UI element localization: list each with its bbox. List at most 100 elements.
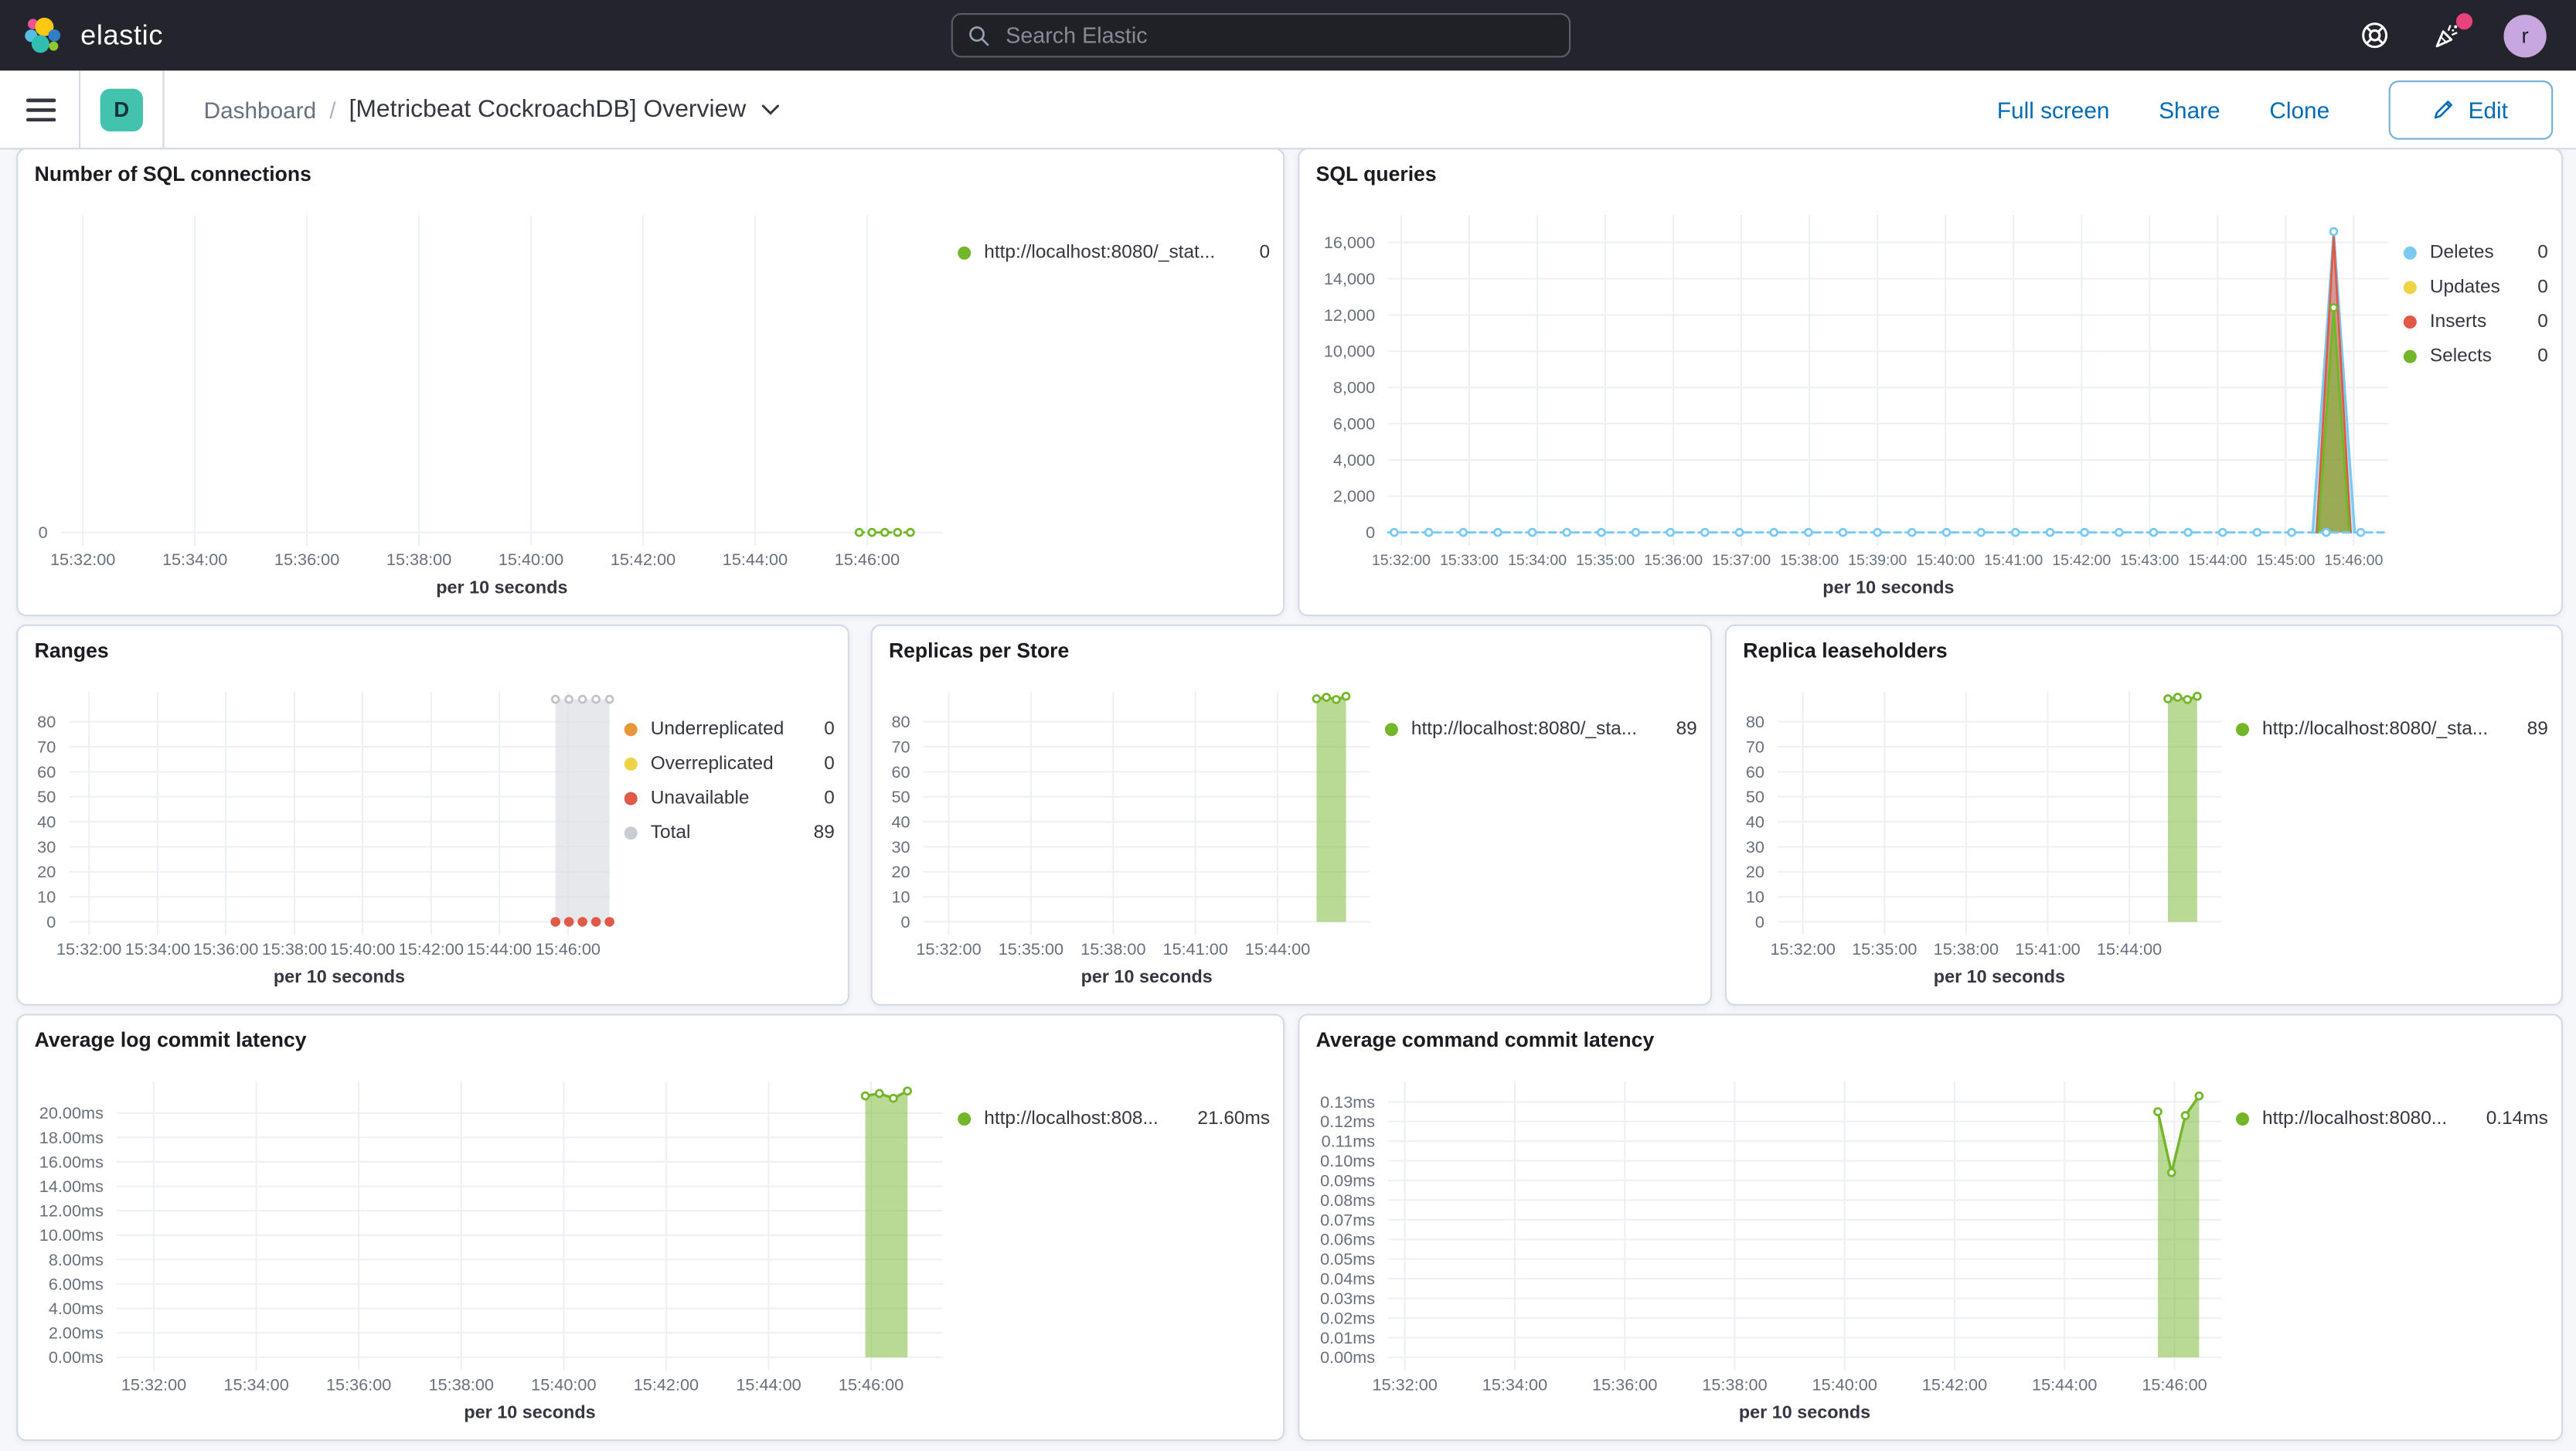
series-marker: [1322, 693, 1331, 702]
series-marker: [1907, 527, 1917, 537]
series-marker: [591, 694, 601, 704]
chart-canvas[interactable]: 015:32:00 15:34:00 15:36:00 15:38:00 15:40:0…: [31, 192, 958, 605]
x-tick-label: 15:42:00: [1922, 1374, 1987, 1394]
x-tick-label: 15:45:00: [2256, 552, 2315, 569]
series-area: [1316, 696, 1346, 922]
search-input[interactable]: [1002, 21, 1555, 49]
y-tick-label: 0.11ms: [1322, 1132, 1376, 1151]
legend-item[interactable]: Underreplicated 0: [624, 711, 835, 746]
x-tick-label: 15:44:00: [723, 550, 788, 569]
legend-label: http://localhost:8080/_stat...: [984, 242, 1216, 263]
legend-value: 0.14ms: [2486, 1108, 2548, 1129]
panel-avg-command-commit-latency: Average command commit latency 0.00ms 0.0…: [1298, 1013, 2563, 1442]
legend-value: 21.60ms: [1197, 1108, 1271, 1129]
series-marker: [1873, 527, 1883, 537]
legend-item[interactable]: http://localhost:8080... 0.14ms: [2235, 1101, 2548, 1136]
legend-item[interactable]: Unavailable 0: [624, 781, 835, 816]
breadcrumb-dashboard[interactable]: Dashboard: [203, 96, 317, 123]
legend-swatch: [624, 756, 638, 770]
x-tick-label: 15:37:00: [1712, 552, 1771, 569]
legend-swatch: [624, 826, 638, 840]
legend-swatch: [958, 245, 972, 259]
elastic-logo[interactable]: elastic: [23, 14, 163, 56]
legend-swatch: [2235, 1111, 2250, 1126]
series-marker: [1700, 527, 1710, 537]
legend-swatch: [2235, 722, 2250, 736]
y-tick-label: 60: [37, 762, 56, 782]
y-tick-label: 20: [37, 862, 56, 881]
legend-item[interactable]: http://localhost:8080/_sta... 89: [1384, 711, 1697, 746]
x-tick-label: 15:46:00: [839, 1374, 903, 1394]
y-tick-label: 0.08ms: [1320, 1190, 1375, 1210]
x-tick-label: 15:40:00: [1812, 1374, 1877, 1394]
global-search[interactable]: [951, 13, 1571, 58]
chart-canvas[interactable]: 0 10 20 30 40 50 60 70 80 15:32:00 15:35:00 15:38:0…: [1740, 669, 2236, 994]
legend-label: Unavailable: [650, 788, 750, 808]
x-tick-label: 15:32:00: [1372, 552, 1431, 569]
x-tick-label: 15:33:00: [1440, 552, 1499, 569]
series-marker: [1769, 527, 1779, 537]
y-tick-label: 0.04ms: [1320, 1269, 1375, 1289]
legend-item[interactable]: http://localhost:808... 21.60ms: [958, 1101, 1270, 1136]
series-marker: [2356, 527, 2366, 537]
y-tick-label: 0.00ms: [49, 1347, 104, 1367]
chart-legend: http://localhost:8080/_sta... 89: [1384, 669, 1697, 994]
x-tick-label: 15:41:00: [1984, 552, 2043, 569]
x-tick-label: 15:40:00: [531, 1374, 596, 1394]
chart-canvas[interactable]: 0 10 20 30 40 50 60 70 80 15:32:00 15:34:00 15:36:0…: [31, 669, 624, 994]
x-tick-label: 15:32:00: [916, 939, 981, 959]
chart-canvas[interactable]: 0.00ms0.01ms0.02ms0.03ms0.04ms0.05ms0.06…: [1312, 1058, 2236, 1429]
panel-title: Replica leaseholders: [1743, 639, 1948, 662]
x-tick-label: 15:34:00: [223, 1374, 288, 1394]
legend-item[interactable]: Total 89: [624, 815, 835, 850]
legend-item[interactable]: Inserts 0: [2403, 304, 2548, 339]
y-tick-label: 20: [1746, 862, 1764, 881]
y-tick-label: 10: [1746, 887, 1764, 907]
help-button[interactable]: [2359, 19, 2392, 52]
clone-link[interactable]: Clone: [2269, 96, 2330, 123]
series-marker: [604, 917, 614, 927]
x-tick-label: 15:34:00: [1482, 1374, 1547, 1394]
y-tick-label: 0.00ms: [1320, 1347, 1375, 1367]
legend-label: Inserts: [2429, 311, 2487, 332]
legend-value: 89: [1676, 718, 1697, 739]
dashboard-badge[interactable]: D: [100, 87, 143, 131]
user-avatar[interactable]: r: [2503, 14, 2547, 57]
y-tick-label: 50: [891, 787, 910, 806]
chart-legend: http://localhost:8080... 0.14ms: [2235, 1058, 2548, 1429]
chart-canvas[interactable]: 0 10 20 30 40 50 60 70 80 15:32:00 15:35:00 15:38:0…: [886, 669, 1385, 994]
y-tick-label: 16.00ms: [39, 1152, 104, 1171]
series-marker: [867, 527, 877, 537]
legend-item[interactable]: Updates 0: [2403, 270, 2548, 305]
x-tick-label: 15:36:00: [1592, 1374, 1657, 1394]
full-screen-link[interactable]: Full screen: [1996, 96, 2110, 123]
y-tick-label: 0.02ms: [1320, 1308, 1375, 1327]
menu-button[interactable]: [23, 94, 60, 124]
elastic-logo-icon: [25, 16, 61, 53]
chart-canvas[interactable]: 0.00ms 2.00ms 4.00ms 6.00ms 8.00ms 10.00ms 12.…: [31, 1058, 958, 1429]
y-tick-label: 20.00ms: [39, 1103, 104, 1122]
series-line: [1315, 695, 1348, 701]
series-marker: [2329, 227, 2339, 237]
series-marker: [577, 917, 587, 927]
y-tick-label: 14,000: [1324, 269, 1375, 288]
series-marker: [2163, 694, 2173, 703]
edit-button[interactable]: Edit: [2388, 80, 2554, 139]
legend-item[interactable]: http://localhost:8080/_sta... 89: [2235, 711, 2548, 746]
legend-label: Deletes: [2429, 242, 2494, 263]
panel-number-of-sql-connections: Number of SQL connections 0 15:32:00 15:34…: [16, 148, 1285, 617]
toolbar-actions: Full screen Share Clone Edit: [1996, 80, 2554, 139]
x-tick-label: 15:40:00: [1916, 552, 1975, 569]
legend-item[interactable]: http://localhost:8080/_stat... 0: [958, 235, 1270, 270]
legend-item[interactable]: Overreplicated 0: [624, 746, 835, 781]
series-marker: [2166, 1168, 2176, 1177]
share-link[interactable]: Share: [2159, 96, 2220, 123]
legend-item[interactable]: Deletes 0: [2403, 235, 2548, 270]
x-tick-label: 15:34:00: [162, 550, 227, 569]
title-menu-button[interactable]: [761, 103, 781, 116]
legend-item[interactable]: Selects 0: [2403, 339, 2548, 373]
legend-swatch: [624, 722, 638, 736]
news-button[interactable]: [2431, 12, 2473, 52]
page-title: [Metricbeat CockroachDB] Overview: [349, 95, 747, 124]
chart-canvas[interactable]: 0 2,000 4,000 6,000 8,000 10,000 12,000 14,000 1…: [1312, 192, 2403, 605]
